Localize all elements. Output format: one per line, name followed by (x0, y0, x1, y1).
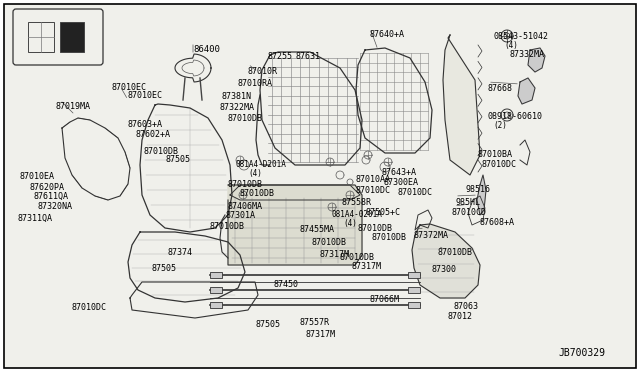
Text: 87010DB: 87010DB (312, 238, 347, 247)
Polygon shape (412, 224, 480, 298)
Text: 87010DB: 87010DB (340, 253, 375, 262)
Text: 87010DB: 87010DB (240, 189, 275, 198)
Text: 87611QA: 87611QA (33, 192, 68, 201)
Bar (210, 302, 222, 308)
Text: 87374: 87374 (167, 248, 192, 257)
Text: 87505: 87505 (152, 264, 177, 273)
Polygon shape (528, 48, 545, 72)
Bar (408, 272, 420, 278)
Text: 87010DC: 87010DC (72, 303, 107, 312)
Text: 87620PA: 87620PA (30, 183, 65, 192)
Text: JB700329: JB700329 (558, 348, 605, 358)
Text: 87066M: 87066M (369, 295, 399, 304)
Text: 87010DC: 87010DC (398, 188, 433, 197)
Text: 87603+A: 87603+A (128, 120, 163, 129)
Text: 87505+C: 87505+C (366, 208, 401, 217)
Text: 87631: 87631 (296, 52, 321, 61)
Text: 87010DB: 87010DB (371, 233, 406, 242)
Text: 87010BA: 87010BA (478, 150, 513, 159)
Polygon shape (230, 185, 360, 200)
Text: 87320NA: 87320NA (37, 202, 72, 211)
Text: 87557R: 87557R (299, 318, 329, 327)
Text: 87455MA: 87455MA (300, 225, 335, 234)
Text: 87372MA: 87372MA (413, 231, 448, 240)
Text: 87010DC: 87010DC (481, 160, 516, 169)
Bar (408, 287, 420, 293)
Text: 87255: 87255 (268, 52, 293, 61)
FancyBboxPatch shape (13, 9, 103, 65)
Text: 87643+A: 87643+A (381, 168, 416, 177)
Text: 87505: 87505 (255, 320, 280, 329)
Text: 87010EC: 87010EC (112, 83, 147, 92)
Text: 87063: 87063 (453, 302, 478, 311)
Text: 87010RA: 87010RA (237, 79, 272, 88)
Text: 87317M: 87317M (305, 330, 335, 339)
Text: 87300EA: 87300EA (384, 178, 419, 187)
Text: 87608+A: 87608+A (479, 218, 514, 227)
Text: 87300: 87300 (432, 265, 457, 274)
Text: 87010R: 87010R (248, 67, 278, 76)
Text: 87010DB: 87010DB (437, 248, 472, 257)
Polygon shape (518, 78, 535, 104)
Text: 87332MA: 87332MA (510, 50, 545, 59)
Text: 87010DC: 87010DC (356, 186, 391, 195)
Text: 87010AA: 87010AA (356, 175, 391, 184)
Text: 87010DB: 87010DB (228, 114, 263, 123)
Text: (4): (4) (504, 41, 518, 50)
Text: 87012: 87012 (447, 312, 472, 321)
Text: 08543-51042: 08543-51042 (493, 32, 548, 41)
Text: 87317M: 87317M (352, 262, 382, 271)
Text: 87010DB: 87010DB (228, 180, 263, 189)
Text: 87301A: 87301A (225, 211, 255, 220)
Text: 985HL: 985HL (455, 198, 480, 207)
Text: 08918-60610: 08918-60610 (487, 112, 542, 121)
Text: 87640+A: 87640+A (369, 30, 404, 39)
Text: 87010DB: 87010DB (358, 224, 393, 233)
Text: 87010CD: 87010CD (452, 208, 487, 217)
Text: (4): (4) (343, 219, 357, 228)
Polygon shape (443, 35, 480, 175)
Bar (210, 272, 222, 278)
Text: 86400: 86400 (193, 45, 220, 54)
Text: 87317M: 87317M (320, 250, 350, 259)
Text: 87019MA: 87019MA (55, 102, 90, 111)
Polygon shape (477, 175, 486, 215)
Text: 87010DB: 87010DB (143, 147, 178, 156)
Text: 87505: 87505 (165, 155, 190, 164)
Text: 98516: 98516 (466, 185, 491, 194)
Text: 87322MA: 87322MA (220, 103, 255, 112)
Text: 87406MA: 87406MA (228, 202, 263, 211)
Text: (2): (2) (493, 121, 507, 130)
Bar (60, 22, 84, 52)
Text: 87010EC: 87010EC (128, 91, 163, 100)
Text: 87450: 87450 (274, 280, 299, 289)
Text: 87668: 87668 (488, 84, 513, 93)
Bar (210, 287, 222, 293)
Bar (408, 302, 420, 308)
Text: 87010EA: 87010EA (20, 172, 55, 181)
Text: 081A4-D201A: 081A4-D201A (236, 160, 287, 169)
Polygon shape (228, 185, 362, 265)
Text: 87602+A: 87602+A (135, 130, 170, 139)
Text: (4): (4) (248, 169, 262, 178)
Text: 87010DB: 87010DB (210, 222, 245, 231)
Text: 87381N: 87381N (222, 92, 252, 101)
Text: 081A4-0201A: 081A4-0201A (331, 210, 382, 219)
Bar (28, 22, 54, 52)
Text: 87311QA: 87311QA (17, 214, 52, 223)
Text: 87558R: 87558R (341, 198, 371, 207)
